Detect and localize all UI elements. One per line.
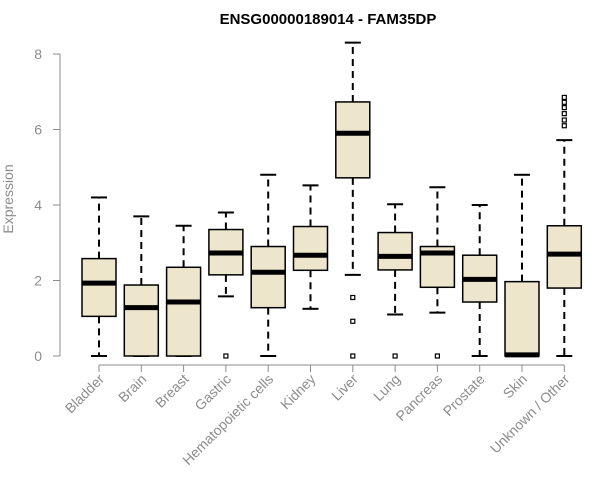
outlier-point [561, 99, 567, 105]
box-body [335, 101, 371, 179]
box-group [123, 215, 160, 357]
x-tick-label: Kidney [277, 371, 319, 413]
box-body [292, 225, 329, 272]
x-tick-label: Unknown / Other [487, 371, 573, 457]
y-tick-label: 2 [34, 273, 42, 289]
x-tick-label: Prostate [440, 371, 488, 419]
box-group [461, 204, 498, 357]
outlier-point [561, 94, 567, 101]
box-group [377, 203, 413, 359]
chart-title: ENSG00000189014 - FAM35DP [220, 11, 437, 28]
outlier-point [350, 294, 356, 301]
outlier-point [561, 117, 567, 123]
boxes-group [81, 41, 583, 359]
box-body [123, 284, 160, 357]
box-group [335, 41, 371, 359]
x-tick-label: Bladder [62, 371, 108, 417]
box-group [165, 224, 202, 357]
x-tick-label: Lung [370, 371, 403, 404]
y-tick-label: 6 [34, 122, 42, 138]
y-tick-label: 8 [34, 46, 42, 62]
box-body [250, 245, 286, 309]
outlier-point [561, 105, 567, 111]
y-tick-label: 0 [34, 348, 42, 364]
box-group [504, 173, 540, 358]
box-body [165, 266, 202, 357]
outlier-point [561, 111, 567, 117]
outlier-point [350, 318, 356, 324]
box-body [377, 231, 413, 271]
box-body [546, 225, 583, 289]
outlier-point [223, 353, 229, 359]
box-group [208, 211, 244, 359]
outlier-point [434, 353, 440, 359]
outlier-point [350, 353, 356, 359]
box-group [419, 186, 456, 359]
x-tick-label: Skin [500, 371, 531, 402]
y-axis-label: Expression [0, 164, 16, 233]
x-tick-label: Liver [328, 371, 361, 404]
x-tick-label: Breast [152, 371, 192, 411]
box-body [81, 257, 117, 318]
box-body [504, 280, 540, 357]
box-group [250, 173, 286, 357]
box-group [81, 196, 117, 357]
outlier-point [392, 353, 398, 359]
box-group [292, 184, 329, 310]
x-tick-label: Pancreas [392, 371, 445, 424]
outlier-point [561, 123, 567, 129]
y-tick-label: 4 [34, 197, 42, 213]
y-axis: 0 2 4 6 8 [34, 46, 61, 364]
x-tick-label: Brain [115, 371, 149, 405]
box-group [546, 94, 583, 357]
